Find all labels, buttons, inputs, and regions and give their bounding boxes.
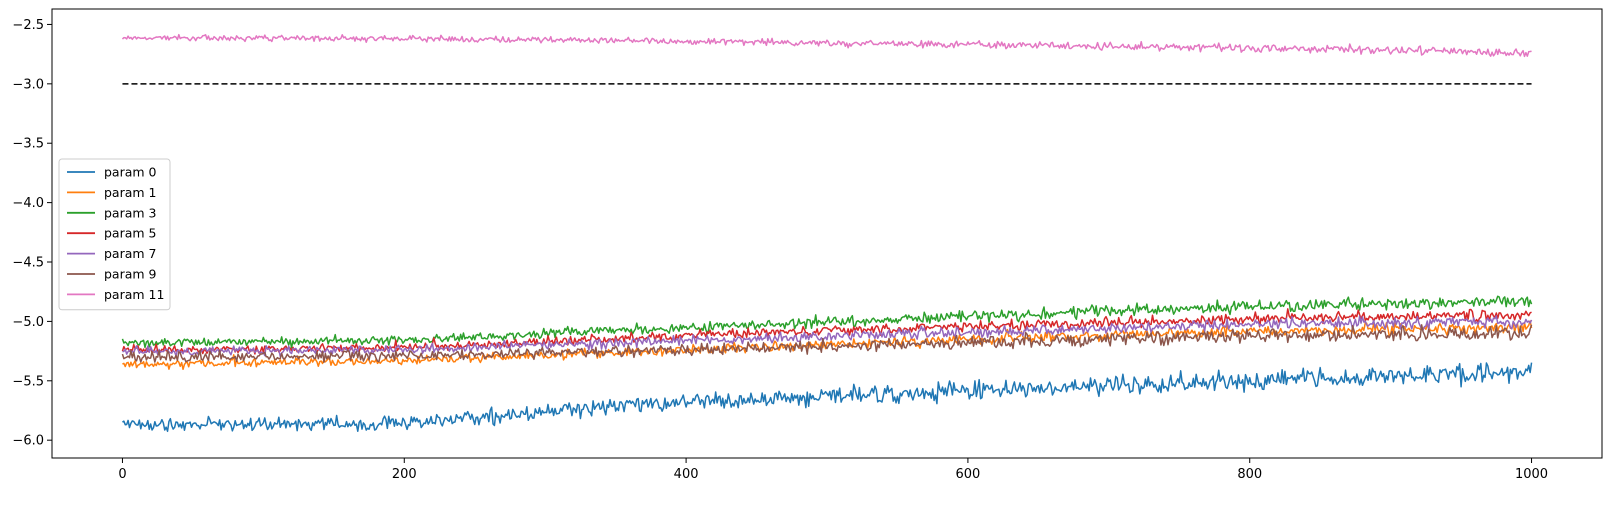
x-tick-label: 600 [955, 467, 980, 482]
series-line-param-9 [121, 324, 1533, 363]
legend-label: param 3 [104, 205, 157, 220]
series-line-param-3 [121, 295, 1533, 349]
y-tick-label: −3.0 [12, 77, 44, 92]
y-tick-label: −5.0 [12, 315, 44, 330]
y-tick-label: −4.0 [12, 196, 44, 211]
series-line-param-1 [122, 320, 1533, 371]
y-axis: −2.5 −3.0 −3.5 −4.0 −4.5 −5.0 −5.5 −6.0 [12, 18, 52, 449]
legend-box [58, 158, 171, 311]
legend-label: param 9 [104, 267, 157, 282]
x-tick-label: 800 [1237, 467, 1262, 482]
legend-label: param 7 [104, 246, 157, 261]
y-tick-label: −2.5 [12, 18, 44, 33]
plot-frame [51, 8, 1603, 459]
y-tick-label: −5.5 [12, 374, 44, 389]
x-axis: 0 200 400 600 800 1000 [118, 458, 1548, 482]
y-tick-label: −3.5 [12, 137, 44, 152]
x-tick-label: 400 [674, 467, 699, 482]
legend-label: param 0 [104, 165, 157, 180]
x-tick-label: 1000 [1515, 467, 1548, 482]
plot-area [52, 9, 1602, 458]
x-tick-label: 200 [392, 467, 417, 482]
legend-label: param 1 [104, 185, 157, 200]
series-line-param-7 [122, 315, 1533, 358]
series-line-param-5 [121, 308, 1532, 355]
series-layer [121, 33, 1533, 433]
series-line-param-0 [122, 362, 1533, 433]
legend: param 0 param 1 param 3 param 5 param 7 param… [58, 158, 171, 311]
legend-label: param 5 [104, 226, 157, 241]
legend-label: param 11 [104, 287, 164, 302]
x-tick-label: 0 [118, 467, 126, 482]
y-tick-label: −4.5 [12, 256, 44, 271]
y-tick-label: −6.0 [12, 434, 44, 449]
series-line-param-11 [121, 33, 1532, 58]
